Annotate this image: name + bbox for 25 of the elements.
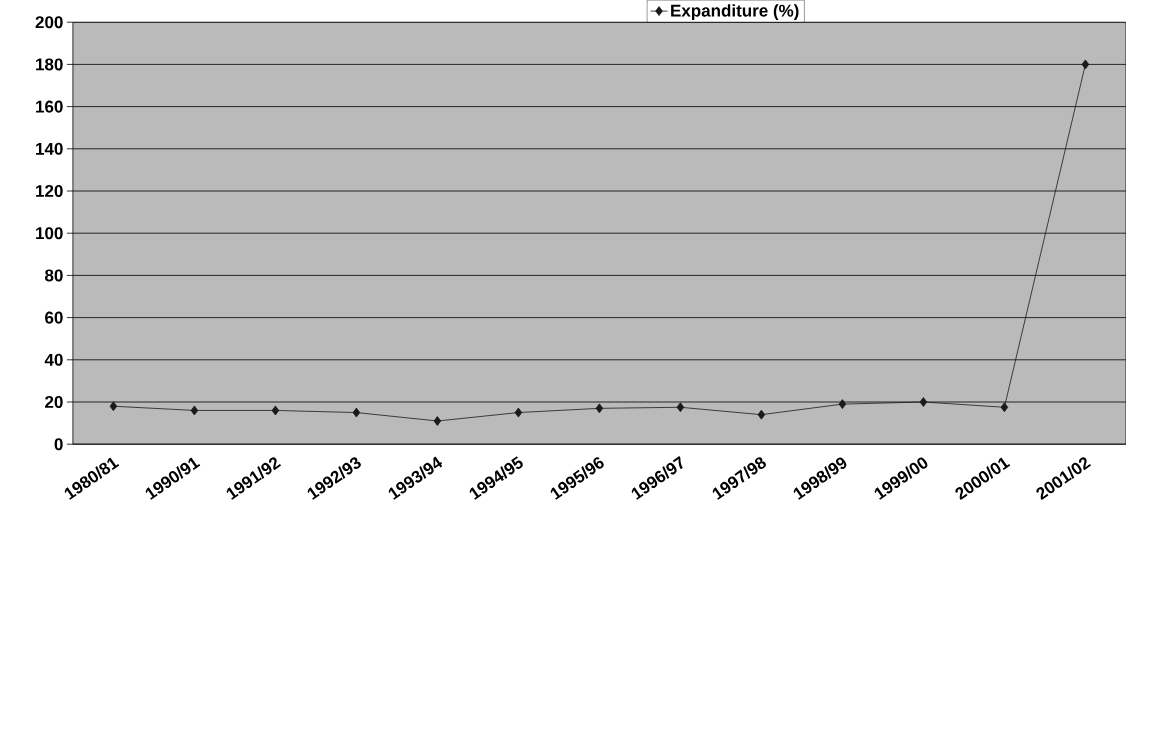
y-tick-label: 60: [45, 311, 63, 324]
point: [757, 409, 766, 420]
y-tick-label: 180: [36, 58, 63, 71]
point: [271, 405, 280, 416]
y-tick-label: 0: [54, 438, 63, 451]
y-tick-label: 160: [36, 100, 63, 113]
y-tick-label: 40: [44, 353, 63, 366]
legend-label: Expanditure (%): [671, 4, 799, 21]
y-tick-label: 140: [36, 142, 63, 155]
point: [352, 407, 361, 418]
point: [919, 397, 928, 407]
y-tick-label: 100: [36, 227, 63, 240]
point: [190, 405, 199, 416]
point: [595, 403, 604, 414]
y-tick-label: 200: [35, 16, 63, 29]
point: [676, 402, 685, 413]
point: [838, 399, 847, 410]
point: [433, 416, 442, 426]
point: [109, 401, 118, 412]
point: [514, 407, 523, 418]
y-tick-label: 80: [45, 269, 63, 282]
y-tick-label: 120: [36, 185, 63, 198]
point: [1081, 59, 1090, 70]
point: [1000, 402, 1009, 413]
y-tick-label: 20: [45, 396, 63, 409]
